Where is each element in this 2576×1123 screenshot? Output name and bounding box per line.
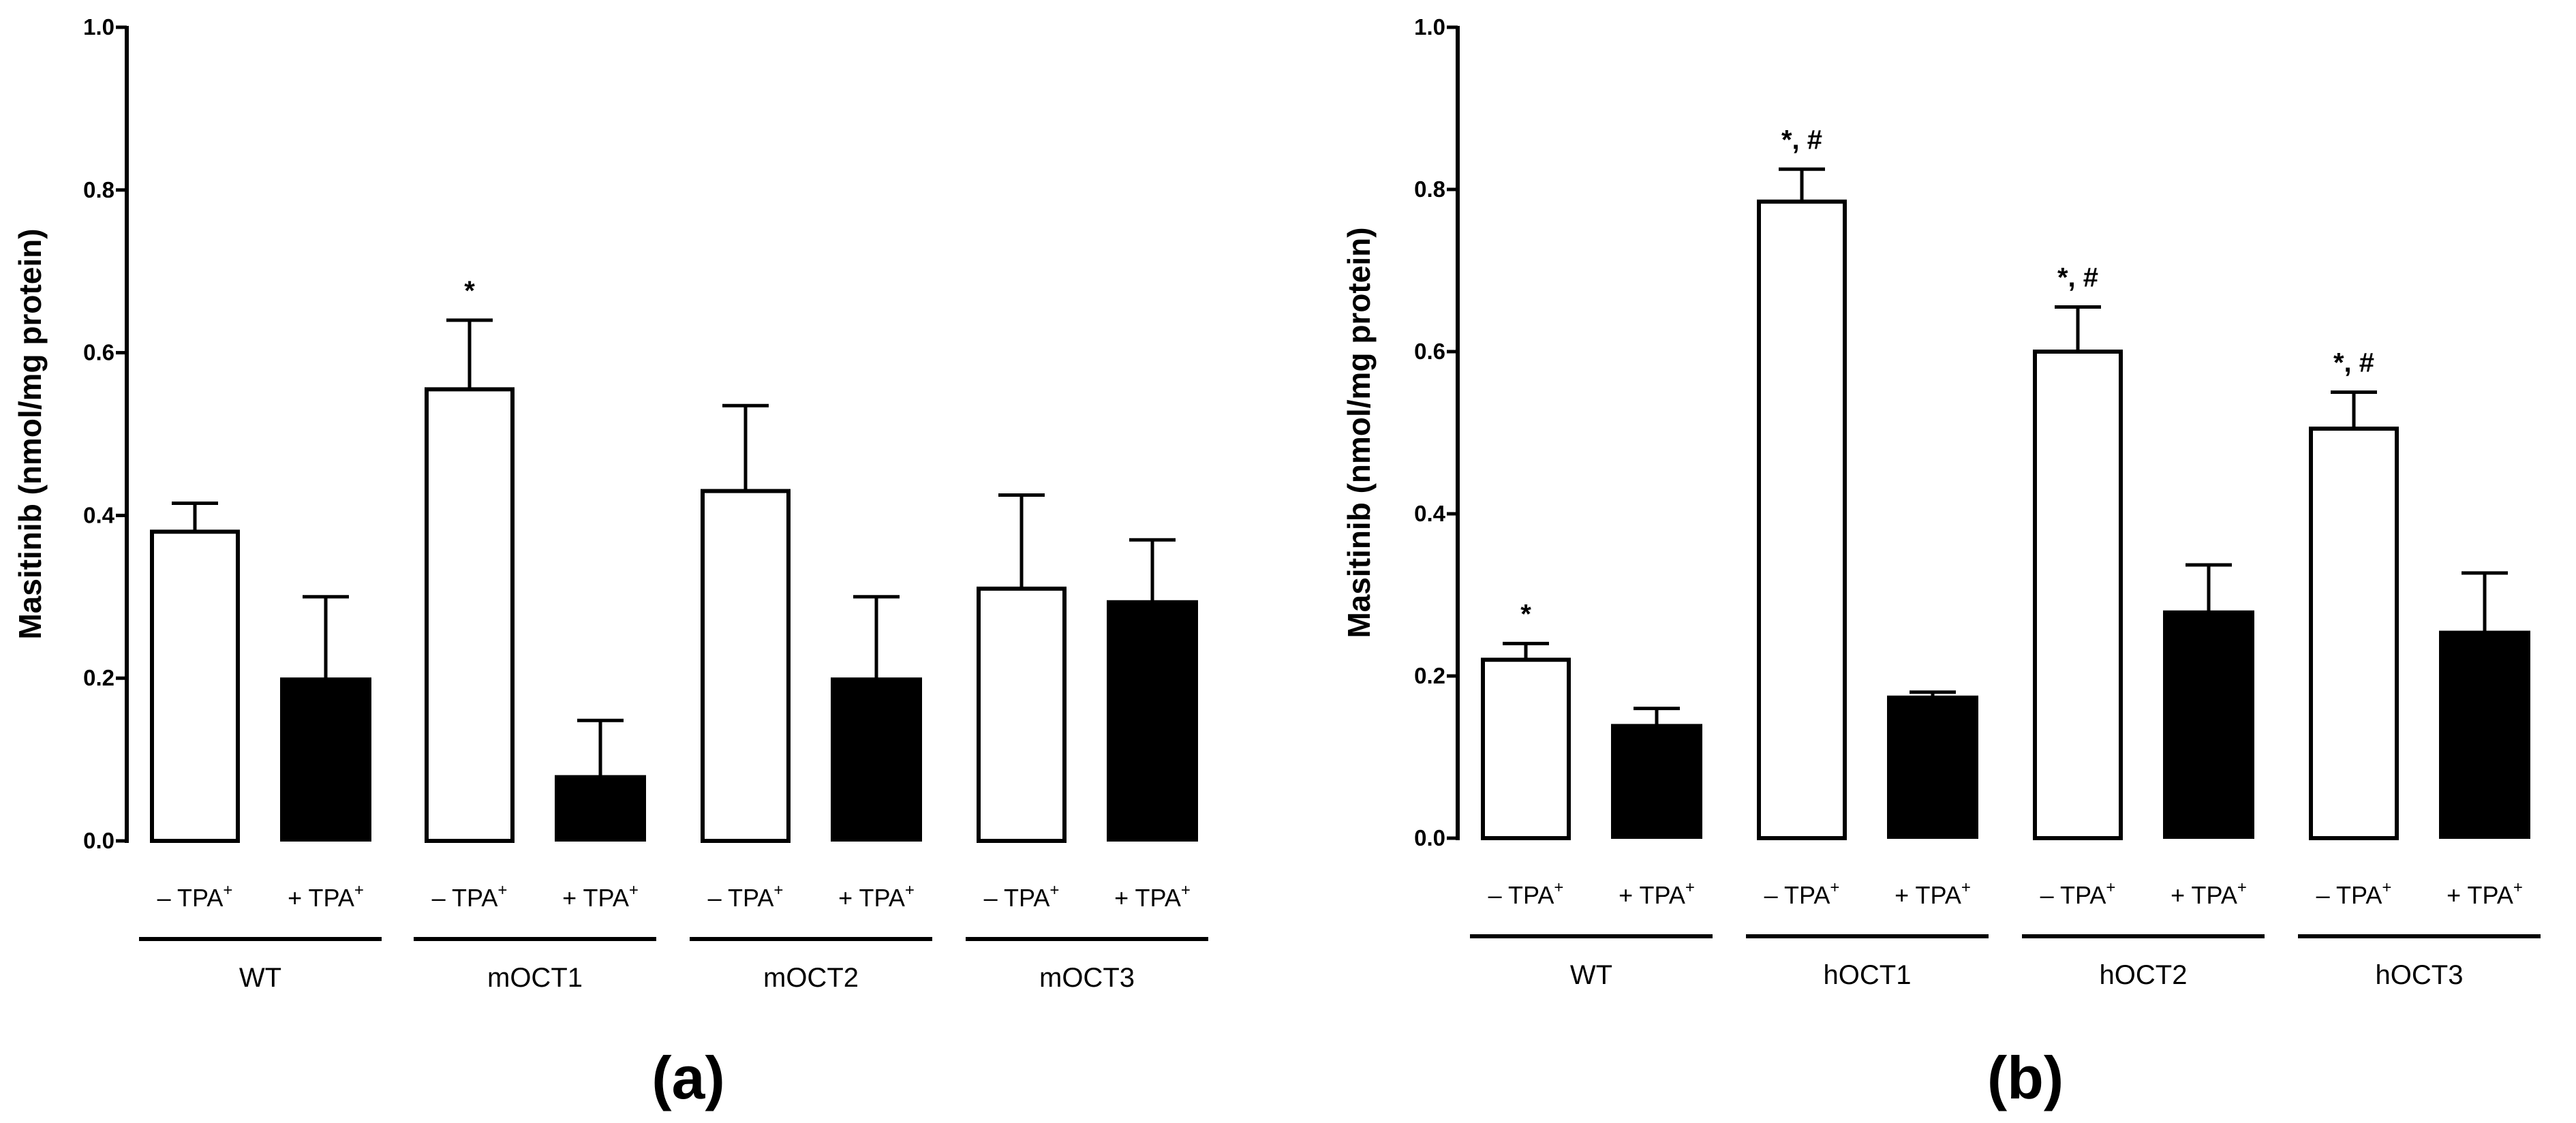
- b-condition-label: – TPA+: [1764, 878, 1840, 909]
- a-condition-text: + TPA: [1114, 884, 1181, 912]
- b-y-tick-label: 0.8: [1414, 176, 1445, 202]
- a-bar-wt-minus-tpa: [150, 529, 240, 844]
- b-y-tick-label: 0.0: [1414, 825, 1445, 850]
- b-group-label: hOCT3: [2376, 960, 2464, 990]
- a-condition-text: + TPA: [288, 884, 354, 912]
- b-condition-label: + TPA+: [2171, 878, 2247, 909]
- panel-b-chart: 0.0 0.2 0.4 0.6 0.8 1.0 Masitinib (nmol/mg pro…: [1341, 14, 2541, 1111]
- b-bar-wt-plus-tpa: [1611, 724, 1702, 840]
- a-condition-sup: +: [1049, 881, 1059, 899]
- b-y-tick-label: 0.2: [1414, 663, 1445, 688]
- b-significance-label: *, #: [2057, 263, 2098, 293]
- b-condition-label: – TPA+: [1488, 878, 1564, 909]
- b-y-axis-label: Masitinib (nmol/mg protein): [1341, 227, 1377, 638]
- panel-a-chart: 0.0 0.2 0.4 0.6 0.8 1.0 Masitinib (nmol/mg pro…: [12, 14, 1208, 1111]
- b-condition-text: – TPA: [2316, 881, 2382, 909]
- a-condition-sup: +: [629, 881, 639, 899]
- a-group-label: WT: [239, 963, 281, 993]
- a-condition-label: – TPA+: [708, 881, 784, 912]
- b-condition-sup: +: [2106, 878, 2115, 897]
- a-group-label: mOCT3: [1039, 963, 1135, 993]
- b-bar-hoct2-minus-tpa: [2033, 350, 2123, 840]
- b-condition-text: + TPA: [2447, 881, 2513, 909]
- a-condition-label: + TPA+: [562, 881, 639, 912]
- b-bar-hoct2-plus-tpa: [2163, 610, 2254, 839]
- b-group-label: WT: [1570, 960, 1612, 990]
- a-condition-sup: +: [1181, 881, 1191, 899]
- b-group-label: hOCT1: [1824, 960, 1912, 990]
- a-condition-text: – TPA: [984, 884, 1050, 912]
- b-significance-label: *, #: [2333, 348, 2374, 378]
- a-y-tick-label: 0.2: [83, 665, 114, 690]
- a-condition-label: – TPA+: [432, 881, 508, 912]
- a-bar-moct3-minus-tpa: [977, 586, 1067, 843]
- a-condition-label: – TPA+: [984, 881, 1060, 912]
- a-condition-sup: +: [773, 881, 783, 899]
- b-significance-label: *: [1520, 599, 1531, 629]
- b-condition-label: + TPA+: [1895, 878, 1971, 909]
- b-condition-text: – TPA: [1764, 881, 1830, 909]
- a-condition-sup: +: [497, 881, 507, 899]
- b-condition-label: – TPA+: [2040, 878, 2116, 909]
- b-bar-wt-minus-tpa: [1481, 658, 1571, 840]
- a-condition-label: + TPA+: [838, 881, 915, 912]
- b-condition-sup: +: [1554, 878, 1563, 897]
- b-panel-label: (b): [1987, 1044, 2064, 1111]
- b-condition-sup: +: [1685, 878, 1695, 897]
- a-condition-sup: +: [905, 881, 915, 899]
- a-condition-text: – TPA: [708, 884, 774, 912]
- a-condition-sup: +: [354, 881, 364, 899]
- b-condition-text: + TPA: [2171, 881, 2237, 909]
- b-condition-label: + TPA+: [2447, 878, 2523, 909]
- a-bar-moct1-minus-tpa: [425, 387, 515, 843]
- a-y-tick-label: 0.8: [83, 177, 114, 202]
- a-condition-text: + TPA: [838, 884, 905, 912]
- a-bar-wt-plus-tpa: [280, 677, 371, 842]
- b-condition-label: – TPA+: [2316, 878, 2392, 909]
- a-y-tick-label: 0.4: [83, 502, 115, 527]
- a-condition-label: + TPA+: [288, 881, 364, 912]
- a-panel-label: (a): [651, 1044, 725, 1111]
- b-condition-text: – TPA: [1488, 881, 1554, 909]
- a-condition-text: – TPA: [432, 884, 498, 912]
- b-y-tick-label: 1.0: [1414, 14, 1445, 40]
- a-group-label: mOCT2: [763, 963, 859, 993]
- b-bar-hoct1-plus-tpa: [1887, 695, 1978, 839]
- a-y-axis-label: Masitinib (nmol/mg protein): [12, 228, 48, 639]
- b-y-tick-label: 0.4: [1414, 501, 1446, 526]
- a-significance-label: *: [464, 276, 475, 306]
- a-condition-text: + TPA: [562, 884, 629, 912]
- b-group-label: hOCT2: [2100, 960, 2188, 990]
- a-bar-moct2-minus-tpa: [701, 489, 791, 843]
- b-condition-text: – TPA: [2040, 881, 2106, 909]
- a-y-tick-label: 0.0: [83, 828, 114, 853]
- b-condition-sup: +: [1961, 878, 1971, 897]
- b-condition-sup: +: [2237, 878, 2247, 897]
- b-y-tick-label: 0.6: [1414, 339, 1445, 364]
- b-bar-hoct1-minus-tpa: [1757, 199, 1847, 841]
- b-bar-hoct3-plus-tpa: [2439, 630, 2530, 839]
- a-condition-sup: +: [223, 881, 232, 899]
- a-condition-label: + TPA+: [1114, 881, 1191, 912]
- a-y-tick-label: 0.6: [83, 340, 114, 365]
- a-group-label: mOCT1: [487, 963, 583, 993]
- a-condition-text: – TPA: [157, 884, 224, 912]
- b-condition-text: + TPA: [1895, 881, 1961, 909]
- b-significance-label: *, #: [1781, 125, 1822, 155]
- a-condition-label: – TPA+: [157, 881, 233, 912]
- a-bar-moct1-plus-tpa: [555, 775, 646, 842]
- b-condition-text: + TPA: [1619, 881, 1685, 909]
- a-bar-moct2-plus-tpa: [831, 677, 922, 842]
- b-condition-sup: +: [2513, 878, 2523, 897]
- b-bar-hoct3-minus-tpa: [2309, 427, 2399, 840]
- a-y-tick-label: 1.0: [83, 14, 114, 40]
- b-condition-sup: +: [2382, 878, 2391, 897]
- b-condition-label: + TPA+: [1619, 878, 1695, 909]
- b-condition-sup: +: [1830, 878, 1839, 897]
- a-bar-moct3-plus-tpa: [1107, 600, 1198, 842]
